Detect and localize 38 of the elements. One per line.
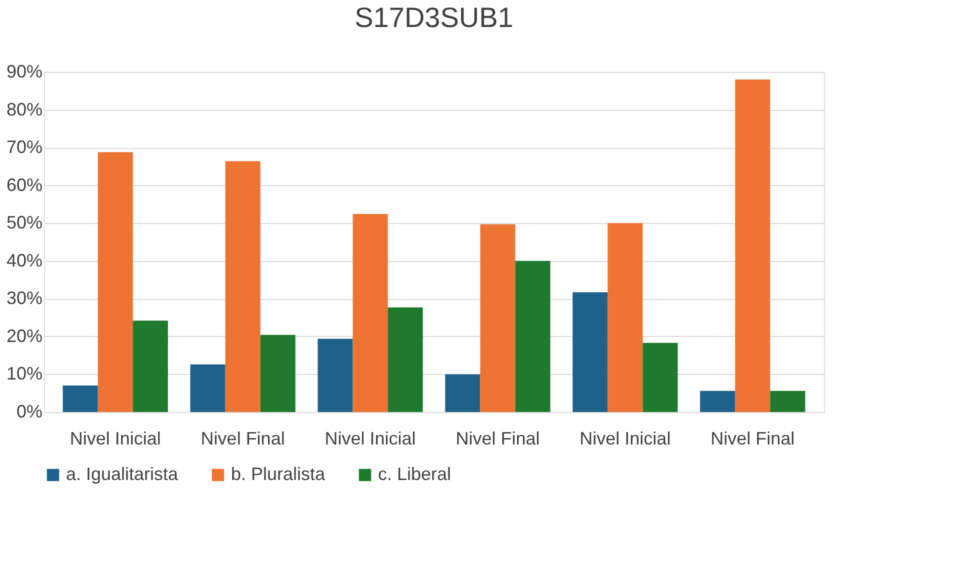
bar: [608, 223, 643, 412]
x-tick-label: Nivel Final: [200, 428, 285, 448]
chart-title: S17D3SUB1: [354, 2, 514, 33]
legend-label: b. Pluralista: [231, 464, 326, 484]
bar: [352, 214, 388, 412]
bar: [480, 224, 516, 412]
x-tick-label: Nivel Inicial: [580, 428, 671, 448]
bar: [260, 334, 296, 412]
x-tick-label: Nivel Final: [710, 428, 795, 448]
x-tick-label: Nivel Final: [456, 428, 540, 448]
y-tick-label: 30%: [6, 288, 42, 308]
bar: [445, 374, 480, 412]
bar: [642, 342, 678, 412]
bar: [572, 292, 608, 412]
y-tick-label: 70%: [6, 137, 42, 158]
y-tick-label: 80%: [6, 99, 42, 120]
bar: [700, 390, 736, 412]
legend-label: a. Igualitarista: [66, 464, 180, 484]
y-tick-label: 40%: [6, 250, 42, 270]
legend-label: c. Liberal: [378, 464, 452, 484]
bar: [388, 307, 423, 412]
y-tick-label: 60%: [6, 174, 42, 195]
y-tick-label: 90%: [6, 62, 42, 82]
bar: [225, 161, 260, 412]
y-tick-label: 20%: [6, 326, 42, 346]
bar: [62, 386, 98, 412]
y-tick-label: 50%: [6, 212, 42, 233]
bar: [190, 364, 226, 412]
bar: [770, 390, 806, 412]
x-tick-label: Nivel Inicial: [324, 428, 416, 448]
bar: [515, 260, 550, 412]
bar: [98, 152, 133, 412]
bar: [318, 338, 353, 412]
y-tick-label: 0%: [16, 402, 42, 422]
x-tick-label: Nivel Inicial: [70, 428, 161, 448]
y-tick-label: 10%: [6, 364, 42, 384]
bar: [132, 320, 168, 412]
bar: [735, 80, 770, 412]
